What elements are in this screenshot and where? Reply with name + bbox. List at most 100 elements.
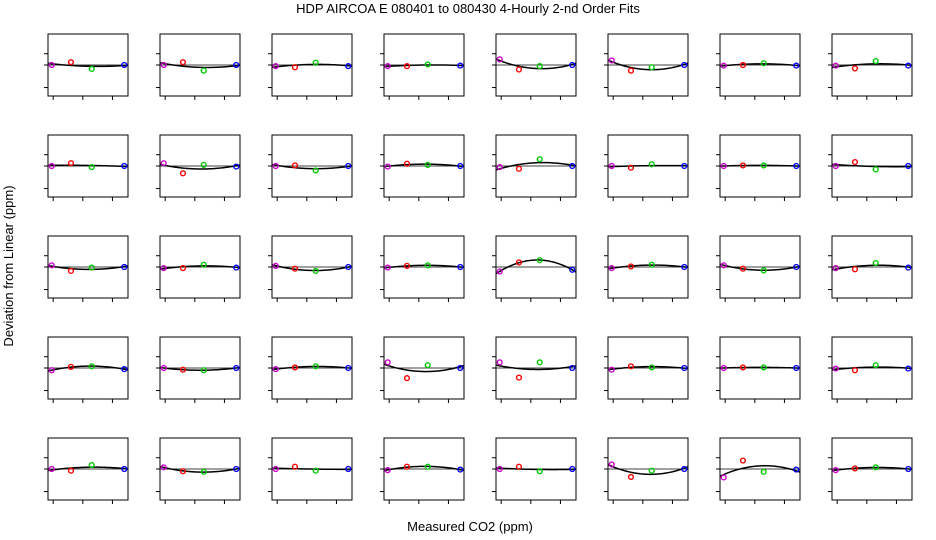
fit-curve <box>47 365 129 372</box>
data-point <box>905 162 912 170</box>
data-point <box>233 163 240 170</box>
data-point <box>627 363 635 370</box>
data-point <box>851 158 859 166</box>
data-point <box>832 265 839 272</box>
data-point <box>291 64 299 71</box>
data-point <box>403 375 411 382</box>
data-point <box>48 262 55 269</box>
data-point <box>67 59 75 66</box>
y-axis-label: Deviation from Linear (ppm) <box>1 185 16 346</box>
data-point <box>403 262 411 269</box>
panel-2 <box>156 33 241 100</box>
data-point <box>312 59 319 66</box>
data-point <box>179 468 187 475</box>
data-point <box>312 363 319 370</box>
fit-curve <box>383 264 465 269</box>
data-point <box>424 362 431 369</box>
panel-33 <box>44 437 129 504</box>
data-point <box>905 465 912 473</box>
data-point <box>345 263 352 271</box>
data-point <box>720 62 727 69</box>
data-point <box>720 474 727 481</box>
data-point <box>48 61 55 69</box>
fit-curve <box>495 364 577 371</box>
data-point <box>121 61 128 69</box>
fit-curve <box>495 58 577 70</box>
data-point <box>739 61 747 69</box>
data-point <box>608 162 615 170</box>
data-point <box>648 161 655 168</box>
data-point <box>272 162 279 170</box>
data-point <box>569 465 576 473</box>
data-point <box>872 464 879 471</box>
x-axis-label: Measured CO2 (ppm) <box>407 519 533 534</box>
data-point <box>793 263 800 271</box>
data-point <box>681 263 688 271</box>
data-point <box>496 56 503 63</box>
data-point <box>569 266 576 273</box>
data-point <box>760 162 767 169</box>
panel-20 <box>380 235 465 302</box>
data-point <box>312 267 319 275</box>
panel-4 <box>380 33 465 100</box>
data-point <box>67 467 75 474</box>
data-point <box>536 63 543 70</box>
data-point <box>793 466 800 473</box>
data-point <box>272 366 279 373</box>
fit-curve <box>831 63 913 69</box>
data-point <box>345 465 352 473</box>
fit-curve <box>383 64 465 68</box>
data-point <box>872 57 879 65</box>
data-point <box>88 363 95 370</box>
data-point <box>291 364 299 371</box>
panel-40 <box>828 437 913 504</box>
data-point <box>88 164 95 171</box>
data-point <box>496 164 503 171</box>
data-point <box>291 265 299 272</box>
data-point <box>272 262 279 269</box>
data-point <box>681 162 688 170</box>
fit-curve <box>719 164 801 167</box>
panel-13 <box>492 134 577 201</box>
data-point <box>424 161 431 168</box>
data-point <box>905 62 912 69</box>
data-point <box>121 263 128 271</box>
data-point <box>403 160 411 167</box>
data-point <box>88 461 95 469</box>
data-point <box>384 163 391 170</box>
panel-14 <box>604 134 689 201</box>
panel-5 <box>492 33 577 100</box>
data-point <box>179 265 187 272</box>
panel-9 <box>44 134 129 201</box>
data-point <box>720 364 727 372</box>
panel-11 <box>268 134 353 201</box>
data-point <box>608 366 615 373</box>
data-point <box>739 364 747 371</box>
fit-curve <box>495 467 577 471</box>
fit-curve <box>607 463 689 476</box>
data-point <box>832 162 839 170</box>
data-point <box>851 367 859 374</box>
data-point <box>496 359 503 366</box>
panel-24 <box>828 235 913 302</box>
data-point <box>160 160 167 167</box>
data-point <box>793 364 800 372</box>
panel-23 <box>716 235 801 302</box>
data-point <box>67 363 75 370</box>
panel-37 <box>492 437 577 504</box>
panel-32 <box>828 336 913 403</box>
data-point <box>179 170 187 177</box>
data-point <box>793 62 800 69</box>
panel-19 <box>268 235 353 302</box>
data-point <box>233 364 240 372</box>
data-point <box>720 262 727 269</box>
fit-curve <box>159 62 241 69</box>
data-point <box>160 464 167 471</box>
data-point <box>760 267 767 274</box>
data-point <box>48 162 55 170</box>
fit-curve <box>607 164 689 168</box>
panel-26 <box>156 336 241 403</box>
data-point <box>160 265 167 272</box>
data-point <box>739 457 747 464</box>
data-point <box>760 468 767 475</box>
